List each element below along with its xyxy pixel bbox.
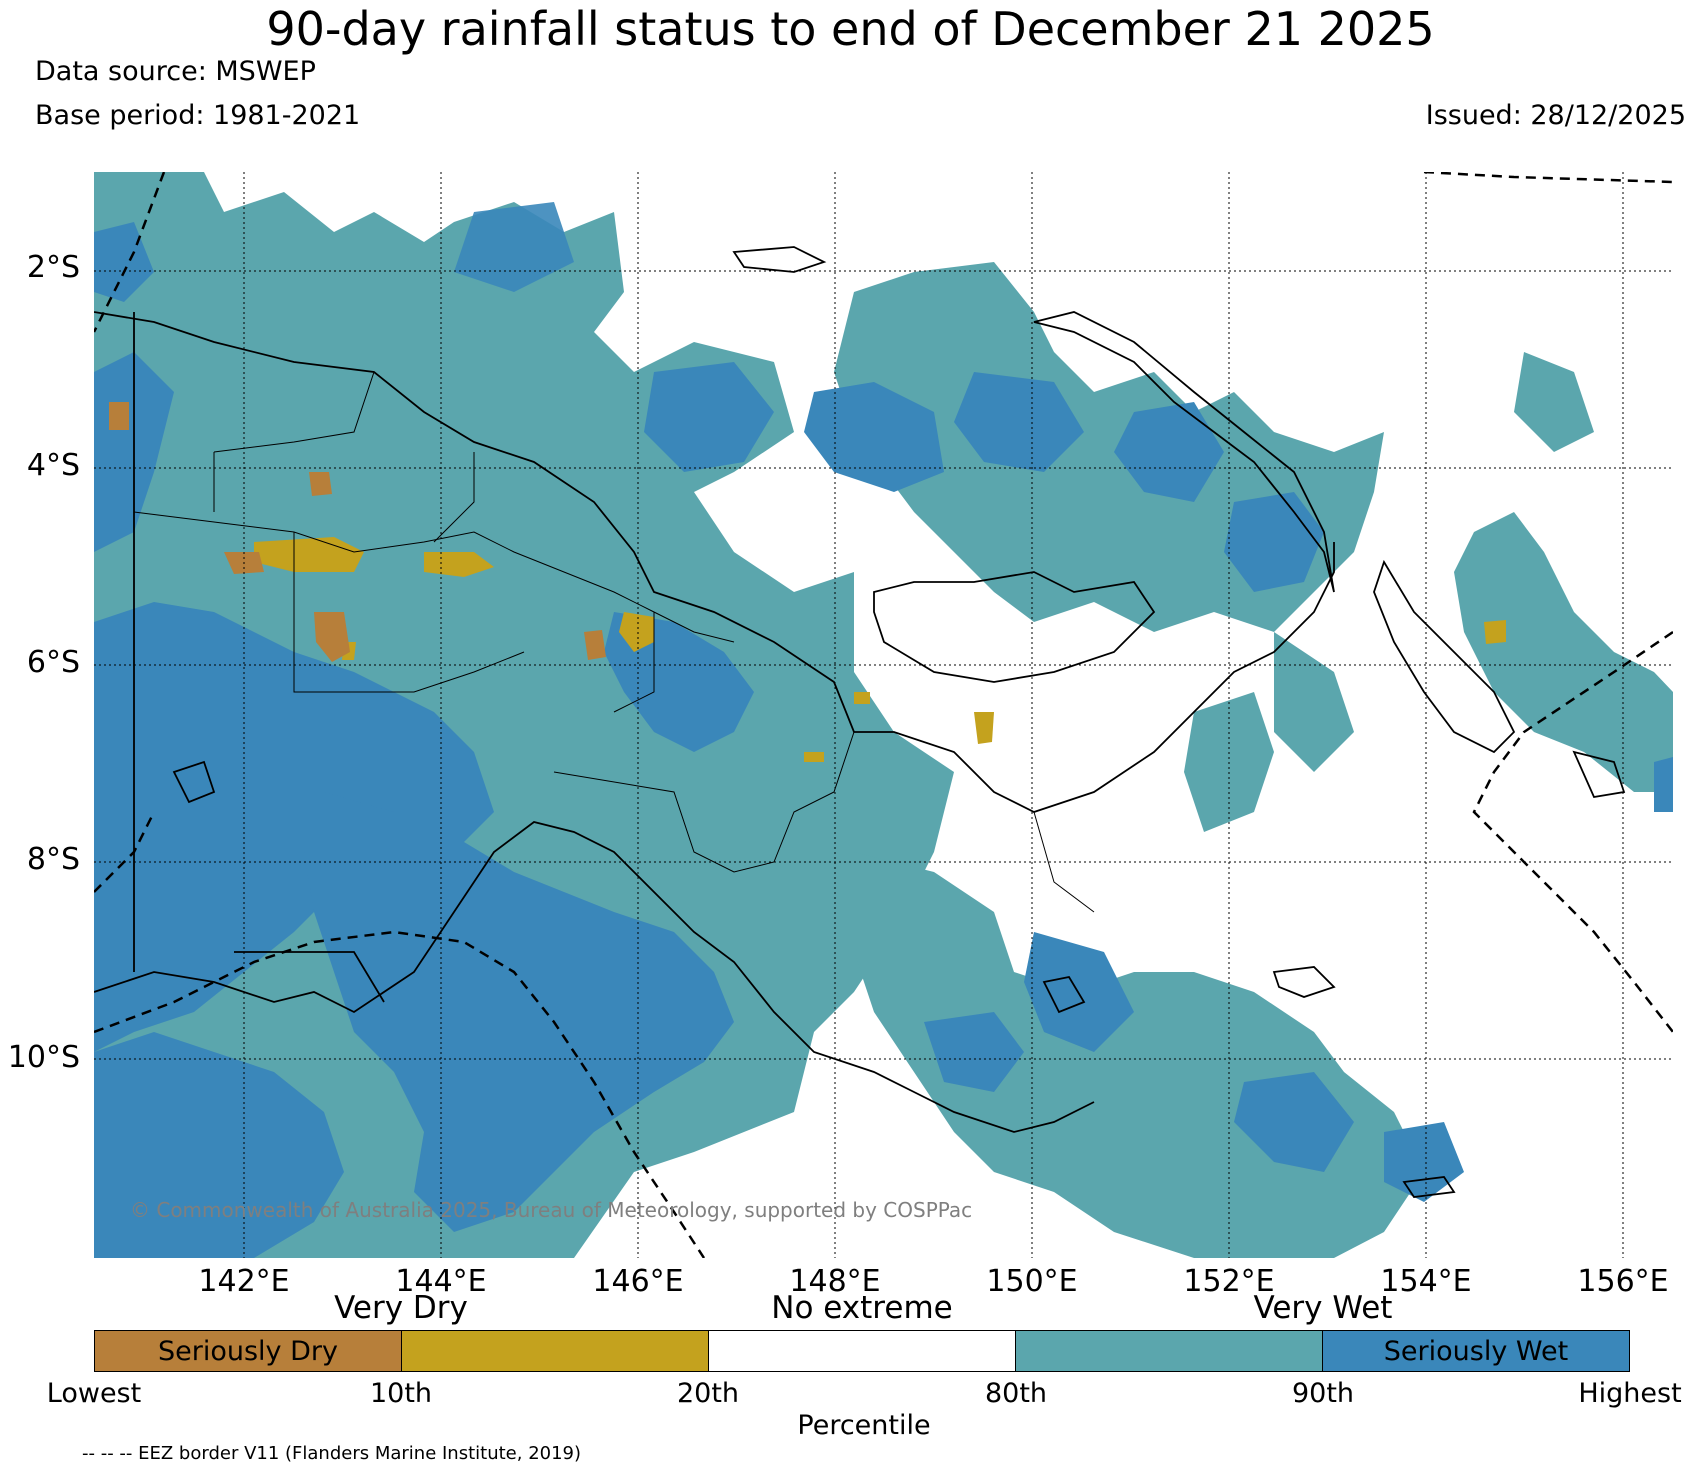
colorbar-very-dry [402,1331,709,1371]
lat-label-2s: 2°S [26,250,80,285]
data-source-text: Data source: MSWEP [35,56,316,87]
bougainville-coast [1373,559,1516,754]
lon-label-150e: 150°E [986,1264,1078,1299]
island-coast-2 [1042,975,1086,1014]
eez-west-north [94,172,166,333]
lon-label-152e: 152°E [1183,1264,1275,1299]
legend-tick-highest: Highest [1578,1378,1682,1409]
png-north-coast [94,311,1335,813]
colorbar-seriously-dry: Seriously Dry [95,1331,402,1371]
colorbar-seriously-wet: Seriously Wet [1323,1331,1629,1371]
eez-north-east [1423,172,1673,184]
legend-colorbar: Seriously Dry Seriously Wet [94,1330,1630,1372]
legend-category-very-dry: Very Dry [334,1290,468,1326]
copyright-text: © Commonwealth of Australia 2025, Bureau… [130,1198,973,1222]
island-coast-4 [1572,750,1626,799]
province-borders [133,371,1095,913]
legend-tick-90th: 90th [1291,1378,1355,1409]
legend-axis-title: Percentile [797,1410,931,1441]
lat-label-8s: 8°S [26,842,80,877]
colorbar-no-extreme [709,1331,1016,1371]
lat-label-4s: 4°S [26,448,80,483]
lon-label-156e: 156°E [1577,1264,1669,1299]
island-coast-5 [172,760,216,804]
new-britain-coast [873,571,1156,683]
coastlines [94,246,1626,1198]
legend-category-no-extreme: No extreme [771,1290,953,1326]
island-coast [1272,966,1336,998]
rainfall-map [94,172,1673,1258]
legend-tick-10th: 10th [369,1378,433,1409]
eez-east [1472,630,1673,1033]
island-coast-3 [1402,1176,1456,1198]
eez-south [94,930,706,1258]
lon-label-146e: 146°E [592,1264,684,1299]
base-period-text: Base period: 1981-2021 [35,100,361,131]
torres-strait-coast [234,951,385,1003]
lon-label-142e: 142°E [198,1264,290,1299]
new-ireland-coast [1033,311,1335,593]
legend-tick-80th: 80th [984,1378,1048,1409]
map-gridlines [94,172,1673,1258]
lat-label-6s: 6°S [26,645,80,680]
lon-label-144e: 144°E [395,1264,487,1299]
eez-footnote: -- -- -- EEZ border V11 (Flanders Marine… [82,1443,582,1464]
eez-borders [94,172,1673,1258]
eez-west-south [94,811,156,893]
png-south-coast [94,821,1095,1133]
map-title: 90-day rainfall status to end of Decembe… [266,2,1435,56]
legend-tick-20th: 20th [676,1378,740,1409]
lon-label-154e: 154°E [1380,1264,1472,1299]
lon-label-148e: 148°E [789,1264,881,1299]
issued-date-text: Issued: 28/12/2025 [1425,100,1686,131]
manus-coast [732,246,827,273]
lat-label-10s: 10°S [7,1040,80,1075]
colorbar-very-wet [1016,1331,1323,1371]
legend-tick-lowest: Lowest [46,1378,142,1409]
legend-category-very-wet: Very Wet [1253,1290,1393,1326]
